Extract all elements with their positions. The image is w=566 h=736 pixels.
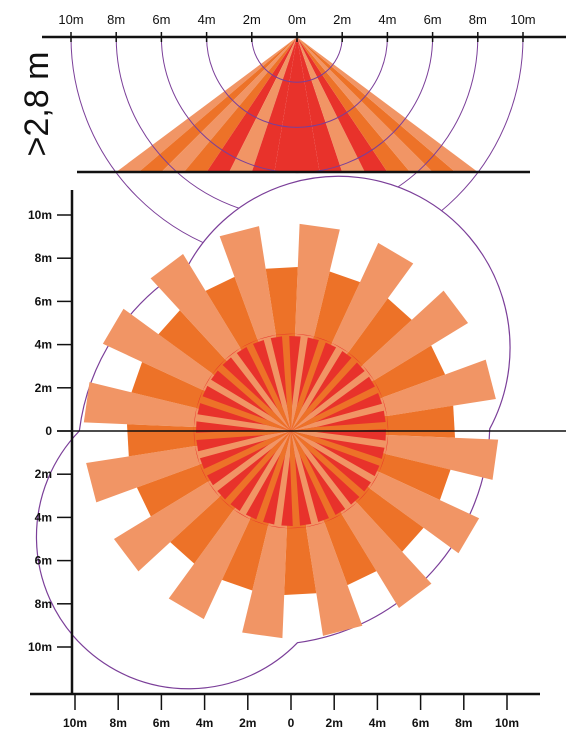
y-tick-label: 8m bbox=[35, 251, 52, 265]
y-tick-label: 8m bbox=[35, 597, 52, 611]
x-tick-label: 2m bbox=[326, 716, 343, 730]
x-tick-label: 10m bbox=[63, 716, 87, 730]
side-tick-label: 6m bbox=[152, 12, 170, 27]
x-tick-label: 0 bbox=[288, 716, 295, 730]
x-tick-label: 6m bbox=[412, 716, 429, 730]
side-tick-label: 2m bbox=[333, 12, 351, 27]
side-tick-label: 10m bbox=[510, 12, 535, 27]
y-tick-label: 6m bbox=[35, 554, 52, 568]
x-tick-label: 2m bbox=[239, 716, 256, 730]
y-tick-label: 10m bbox=[28, 208, 52, 222]
y-tick-label: 4m bbox=[35, 510, 52, 524]
x-tick-label: 8m bbox=[110, 716, 127, 730]
side-tick-label: 0m bbox=[288, 12, 306, 27]
y-tick-label: 2m bbox=[35, 467, 52, 481]
side-tick-label: 4m bbox=[378, 12, 396, 27]
x-tick-label: 6m bbox=[153, 716, 170, 730]
side-tick-label: 4m bbox=[198, 12, 216, 27]
x-tick-label: 8m bbox=[455, 716, 472, 730]
side-tick-label: 8m bbox=[469, 12, 487, 27]
x-axis-ticks: 10m 8m 6m 4m 2m 0 2m 4m 6m 8m 10m bbox=[63, 694, 519, 730]
y-tick-label: 2m bbox=[35, 381, 52, 395]
y-tick-label: 10m bbox=[28, 640, 52, 654]
x-tick-label: 10m bbox=[495, 716, 519, 730]
side-tick-label: 2m bbox=[243, 12, 261, 27]
coverage-pattern bbox=[36, 176, 510, 688]
mounting-height-label: >2,8 m bbox=[18, 52, 56, 157]
side-tick-label: 10m bbox=[58, 12, 83, 27]
side-tick-label: 6m bbox=[424, 12, 442, 27]
x-tick-label: 4m bbox=[196, 716, 213, 730]
x-tick-label: 4m bbox=[369, 716, 386, 730]
y-tick-label: 6m bbox=[35, 294, 52, 308]
side-zones bbox=[116, 37, 478, 172]
y-tick-label: 0 bbox=[45, 424, 52, 438]
y-tick-label: 4m bbox=[35, 338, 52, 352]
top-view: 10m 8m 6m 4m 2m 0 2m 4m 6m 8m 10m 10m 8m 6m 4m 2m 0 2m 4m… bbox=[28, 176, 566, 730]
side-tick-label: 8m bbox=[107, 12, 125, 27]
